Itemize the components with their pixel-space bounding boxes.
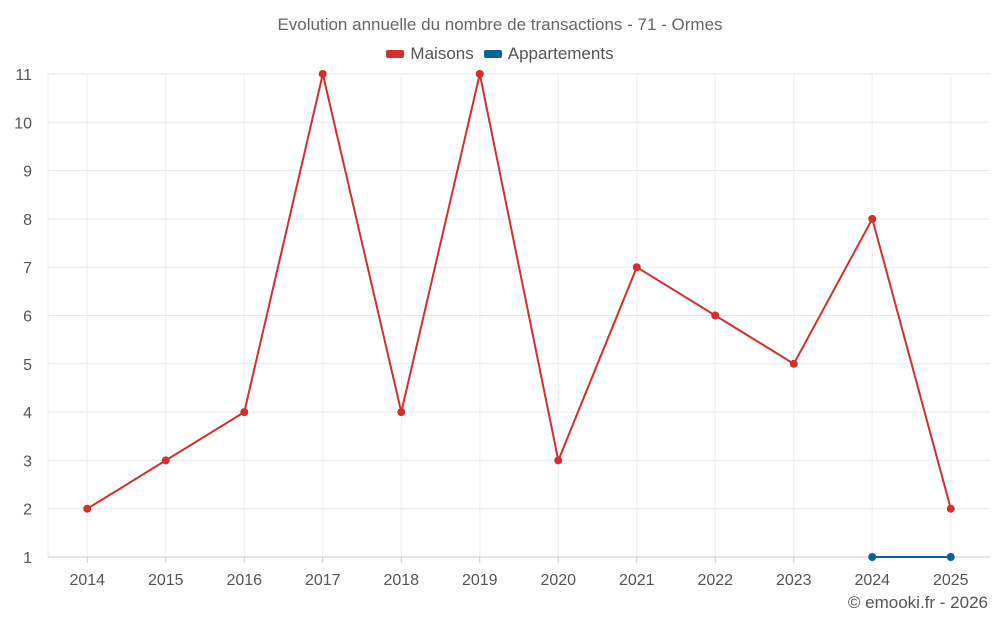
legend-swatch-maisons <box>386 50 405 58</box>
y-tick-label: 8 <box>23 212 32 229</box>
data-point-appartements <box>946 553 955 561</box>
data-point-maisons <box>789 359 798 368</box>
y-tick-label: 11 <box>15 67 32 84</box>
y-tick-label: 4 <box>23 405 32 422</box>
x-tick-label: 2019 <box>462 572 498 589</box>
x-tick-label: 2023 <box>776 572 812 589</box>
data-point-appartements <box>868 553 877 561</box>
x-tick-label: 2017 <box>305 572 341 589</box>
y-tick-label: 9 <box>23 164 32 181</box>
x-tick-label: 2024 <box>854 572 890 589</box>
x-tick-label: 2021 <box>619 572 655 589</box>
x-tick-label: 2014 <box>69 572 105 589</box>
series-layer <box>83 70 955 561</box>
data-point-maisons <box>161 456 170 465</box>
y-tick-label: 7 <box>23 260 32 277</box>
x-tick-label: 2020 <box>540 572 576 589</box>
legend-label-appartements: Appartements <box>507 44 614 63</box>
x-tick-label: 2025 <box>933 572 969 589</box>
legend-item-maisons[interactable]: Maisons <box>386 44 474 64</box>
data-point-maisons <box>632 263 641 272</box>
data-point-maisons <box>240 408 249 417</box>
data-point-maisons <box>475 70 484 78</box>
legend-label-maisons: Maisons <box>410 44 474 63</box>
copyright-footer: © emooki.fr - 2026 <box>847 593 988 612</box>
y-tick-label: 1 <box>23 550 32 567</box>
axes: 1 2 3 4 5 6 7 8 9 10 11 2014 2015 2016 2017 2018 2019 202… <box>14 67 990 589</box>
grid <box>47 73 990 558</box>
data-point-maisons <box>83 504 92 513</box>
legend-item-appartements[interactable]: Appartements <box>483 44 614 64</box>
legend: Maisons Appartements <box>0 44 1000 64</box>
series-line-maisons <box>86 73 952 510</box>
y-tick-label: 10 <box>14 115 32 132</box>
legend-swatch-appartements <box>483 50 502 58</box>
y-tick-label: 6 <box>23 309 32 326</box>
data-point-maisons <box>711 311 720 320</box>
data-point-maisons <box>318 70 327 78</box>
data-point-maisons <box>946 504 955 513</box>
chart-title: Evolution annuelle du nombre de transact… <box>277 15 723 34</box>
x-tick-label: 2018 <box>383 572 419 589</box>
x-tick-label: 2015 <box>148 572 184 589</box>
y-tick-label: 5 <box>23 357 32 374</box>
x-tick-label: 2016 <box>226 572 262 589</box>
y-tick-label: 3 <box>23 453 32 470</box>
y-tick-label: 2 <box>23 502 32 519</box>
data-point-maisons <box>868 214 877 223</box>
data-point-maisons <box>397 408 406 417</box>
data-point-maisons <box>554 456 563 465</box>
x-tick-label: 2022 <box>697 572 733 589</box>
